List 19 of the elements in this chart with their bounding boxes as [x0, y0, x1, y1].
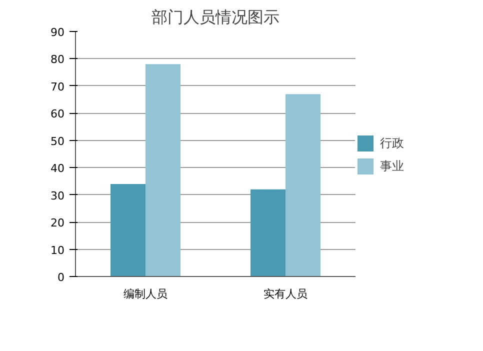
y-tick-label: 30: [50, 189, 65, 202]
y-tick-label: 70: [50, 80, 65, 94]
y-tick-label: 0: [58, 271, 64, 284]
chart-title: 部门人员情况图示: [152, 8, 280, 26]
bar: [286, 94, 320, 276]
bar: [250, 189, 286, 276]
y-tick-label: 80: [50, 53, 65, 66]
y-tick-label: 40: [50, 162, 65, 176]
y-tick-label: 20: [50, 216, 65, 230]
legend-label: 行政: [380, 134, 404, 152]
legend-label: 事业: [380, 158, 404, 174]
y-tick-label: 90: [50, 26, 65, 39]
y-tick-label: 60: [50, 108, 65, 121]
bar: [110, 184, 146, 276]
x-tick-label: 编制人员: [124, 288, 168, 300]
y-tick-label: 50: [50, 134, 65, 148]
y-tick-label: 10: [50, 244, 65, 257]
bar: [146, 64, 180, 276]
x-tick-label: 实有人员: [264, 288, 308, 300]
